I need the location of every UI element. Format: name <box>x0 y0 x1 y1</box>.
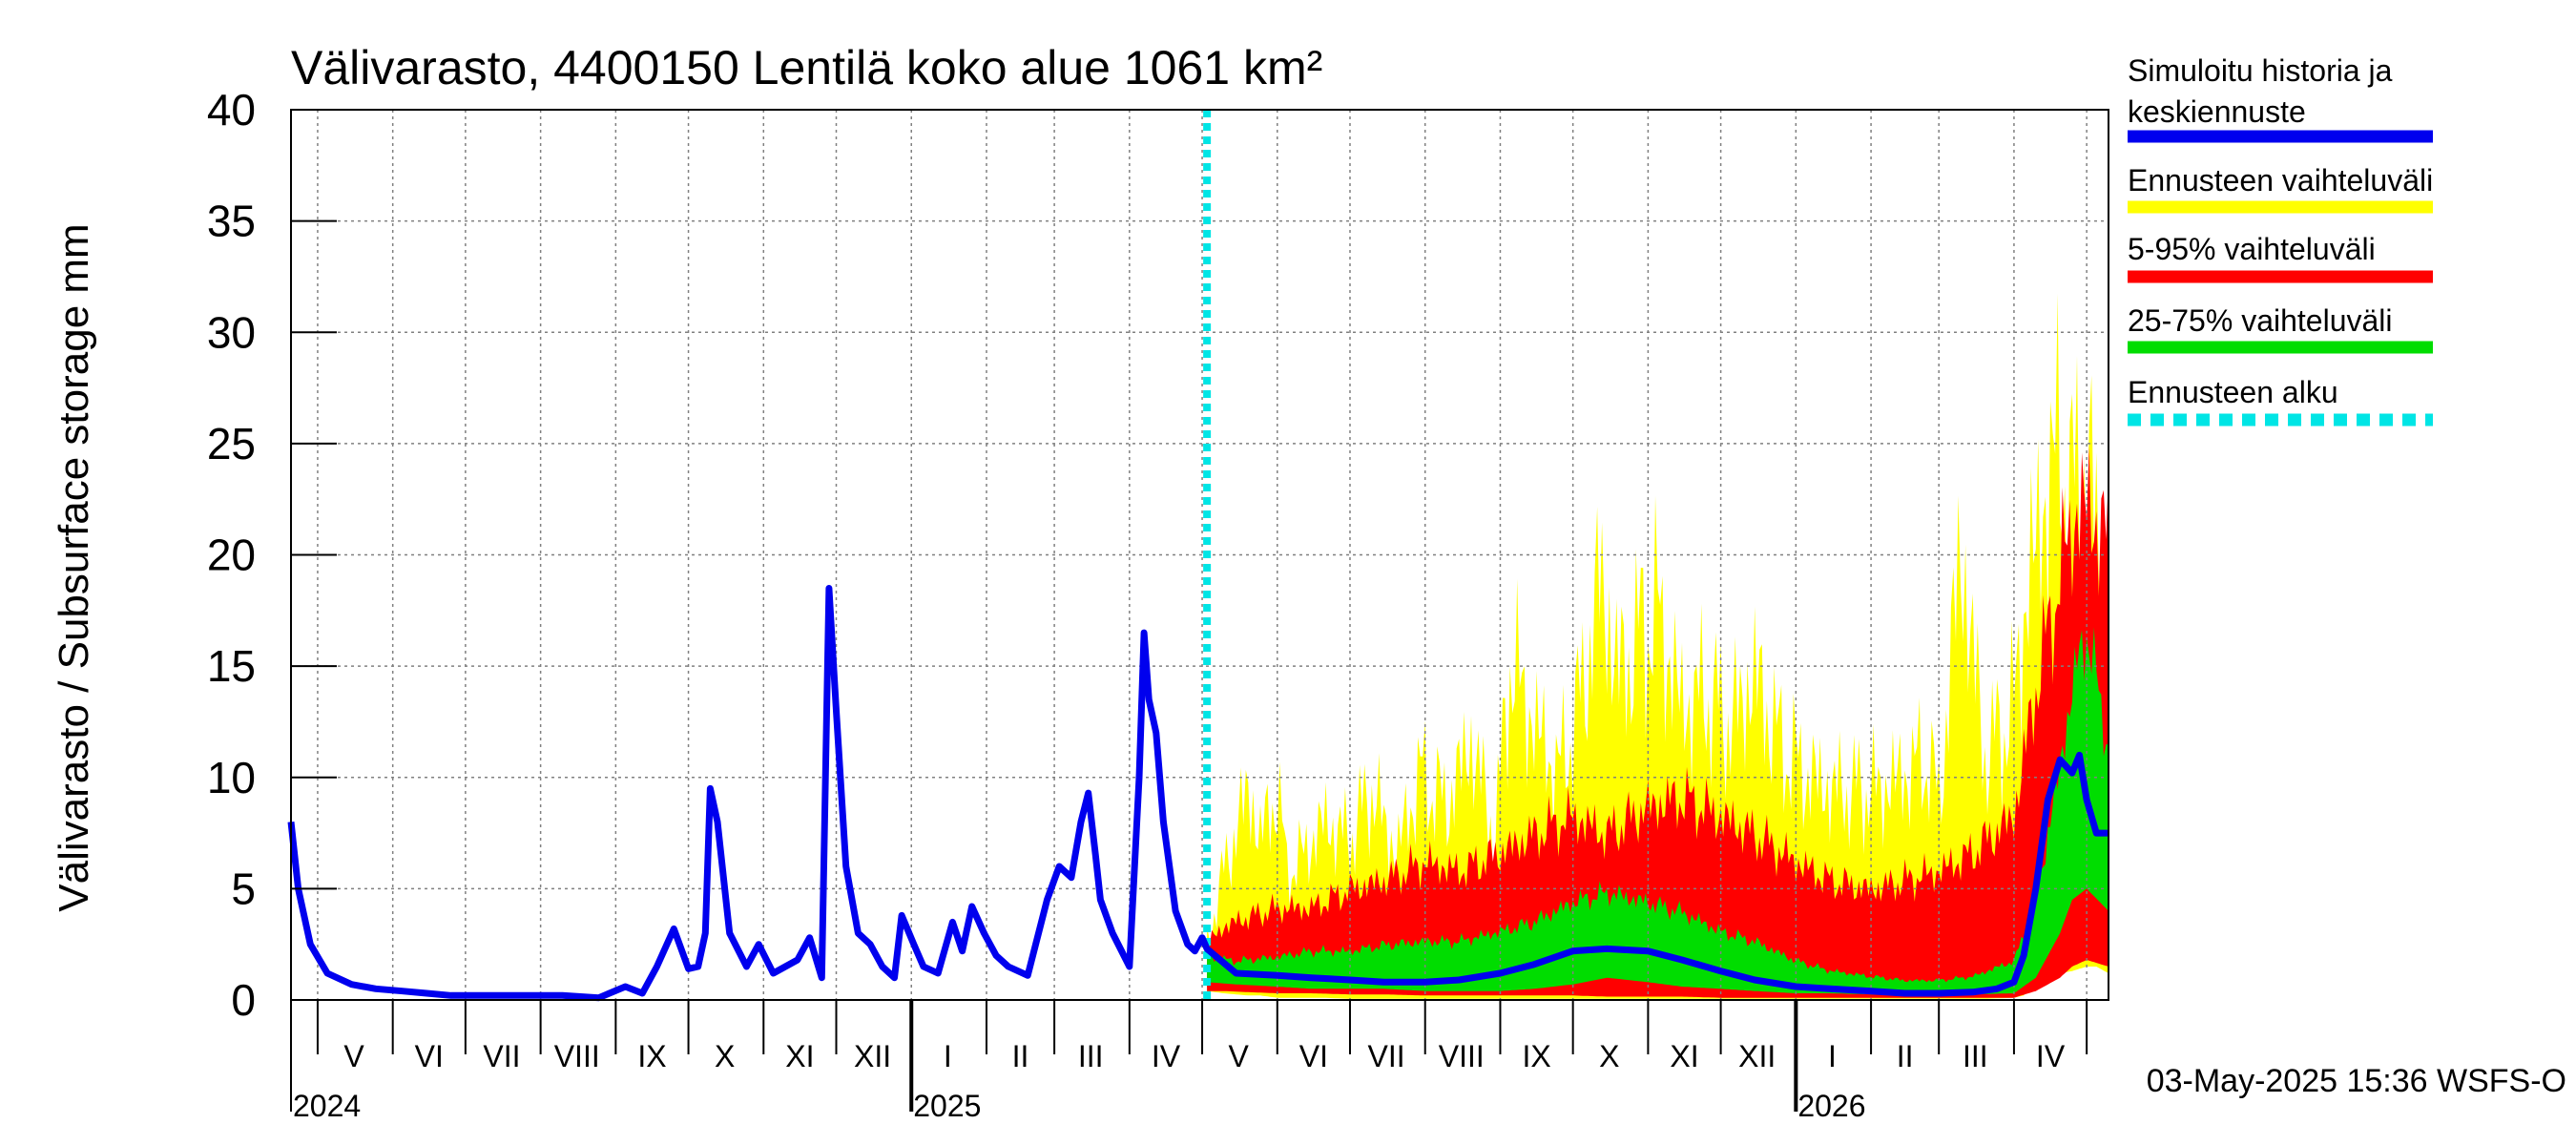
y-tick-label: 0 <box>231 975 256 1025</box>
y-tick-label: 10 <box>207 753 256 802</box>
month-label: V <box>343 1039 364 1073</box>
year-label: 2024 <box>293 1089 361 1123</box>
y-axis-label: Välivarasto / Subsurface storage mm <box>51 223 97 911</box>
month-label: VIII <box>554 1039 600 1073</box>
month-label: VI <box>1299 1039 1328 1073</box>
month-label: IX <box>1522 1039 1550 1073</box>
month-label: VIII <box>1439 1039 1485 1073</box>
legend-label: 25-75% vaihteluväli <box>2128 303 2393 338</box>
month-label: I <box>1828 1039 1837 1073</box>
month-label: IX <box>637 1039 666 1073</box>
25-75-vaihteluv-li-band <box>1207 627 2109 995</box>
month-label: VII <box>483 1039 520 1073</box>
legend-label: Ennusteen alku <box>2128 375 2338 409</box>
month-label: XI <box>785 1039 814 1073</box>
forecast-bands <box>1207 293 2109 999</box>
5-95-vaihteluv-li-band <box>1207 446 2109 998</box>
month-label: II <box>1012 1039 1029 1073</box>
month-label: XII <box>1738 1039 1776 1073</box>
month-label: IV <box>1152 1039 1181 1073</box>
month-label: X <box>715 1039 735 1073</box>
ennusteen-vaihteluv-li-band <box>1207 293 2109 999</box>
month-label: XI <box>1670 1039 1698 1073</box>
month-label: III <box>1078 1039 1104 1073</box>
chart-title: Välivarasto, 4400150 Lentilä koko alue 1… <box>291 41 1322 94</box>
year-label: 2025 <box>913 1089 981 1123</box>
y-tick-label: 40 <box>207 85 256 135</box>
y-tick-label: 5 <box>231 864 256 913</box>
y-tick-label: 20 <box>207 531 256 580</box>
month-label: I <box>944 1039 952 1073</box>
month-label: III <box>1963 1039 1988 1073</box>
y-tick-label: 15 <box>207 641 256 691</box>
month-label: V <box>1228 1039 1249 1073</box>
mean-forecast-line <box>287 585 2109 1002</box>
legend-label: Simuloitu historia ja <box>2128 53 2393 88</box>
legend: Simuloitu historia ja keskiennuste Ennuste… <box>2128 53 2433 427</box>
y-tick-label: 25 <box>207 419 256 468</box>
month-label: XII <box>854 1039 891 1073</box>
legend-label: Ennusteen vaihteluväli <box>2128 163 2433 198</box>
y-tick-label: 35 <box>207 197 256 246</box>
month-label: VI <box>415 1039 444 1073</box>
legend-label: keskiennuste <box>2128 94 2306 129</box>
series-lines <box>287 110 2109 1002</box>
legend-label: 5-95% vaihteluväli <box>2128 232 2376 266</box>
year-label: 2026 <box>1797 1089 1865 1123</box>
month-label: X <box>1599 1039 1619 1073</box>
month-label: IV <box>2036 1039 2066 1073</box>
grid-lines <box>291 110 2109 1000</box>
month-label: II <box>1897 1039 1914 1073</box>
month-label: VII <box>1368 1039 1405 1073</box>
x-axis: V VI VII VIII IX X XI XII I II III IV V VI VII VIII IX X X… <box>290 1000 2088 1123</box>
timestamp: 03-May-2025 15:36 WSFS-O <box>2147 1063 2566 1099</box>
y-axis: 0 5 10 15 20 25 30 35 40 <box>207 85 337 1025</box>
y-tick-label: 30 <box>207 307 256 357</box>
